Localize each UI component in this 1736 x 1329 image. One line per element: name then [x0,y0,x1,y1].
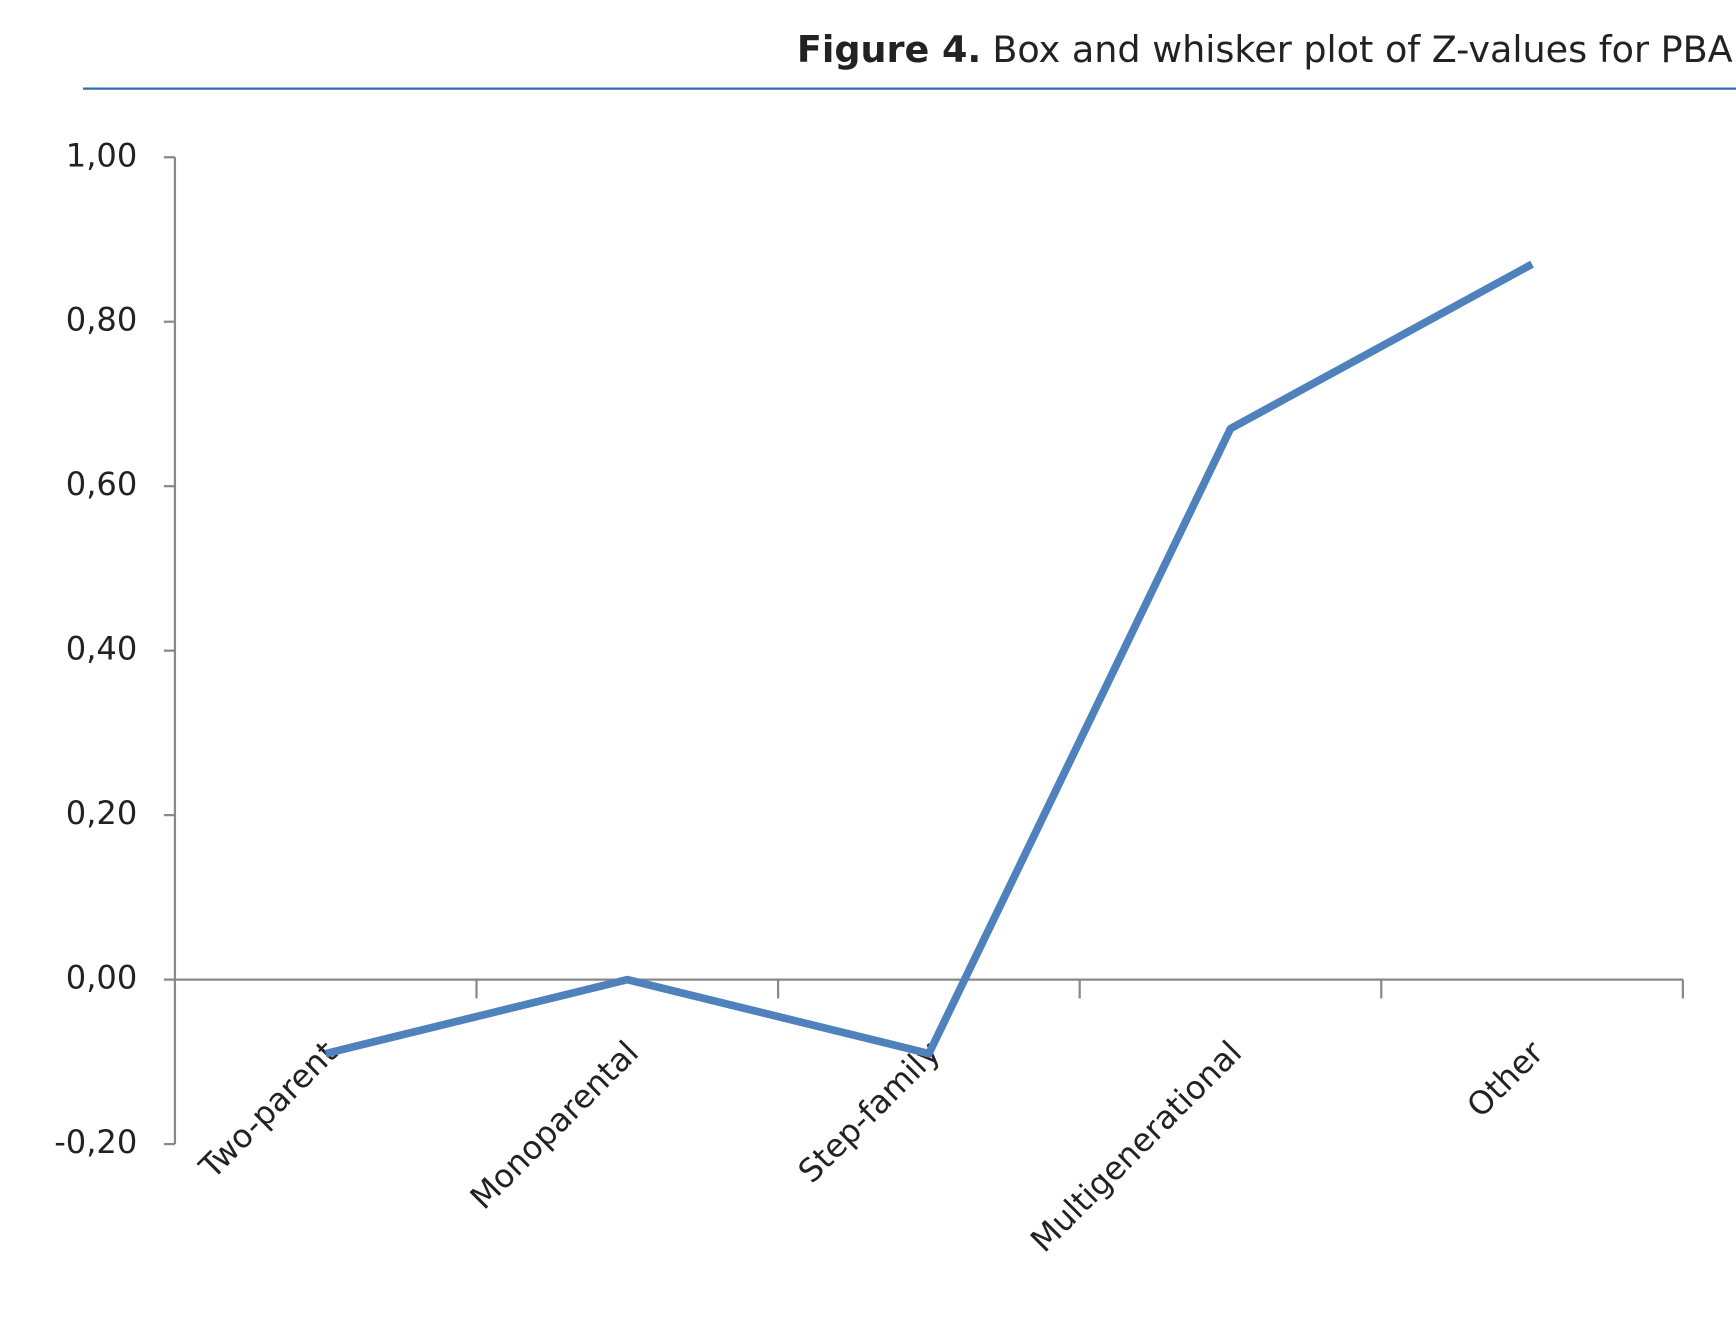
y-tick-label: 0,20 [66,794,137,832]
y-tick-label: 0,00 [66,959,137,997]
y-tick-label: -0,20 [54,1123,137,1161]
y-tick-label: 0,40 [66,630,137,668]
y-tick-label: 0,80 [66,301,137,339]
x-tick-label: Monoparental [463,1033,646,1216]
y-tick-label: 1,00 [66,136,137,174]
data-line [324,260,1534,1058]
y-tick-label: 0,60 [66,465,137,503]
x-tick-label: Other [1459,1033,1551,1125]
x-tick-label: Two-parent [191,1033,344,1186]
x-tick-label: Step-family [791,1033,948,1190]
figure-label: Figure 4. [797,27,981,70]
chart-title: Figure 4. Box and whisker plot of Z-value… [797,27,1733,70]
x-tick-label: Multigenerational [1023,1033,1249,1259]
title-text: Box and whisker plot of Z-values for PBA [992,27,1732,70]
